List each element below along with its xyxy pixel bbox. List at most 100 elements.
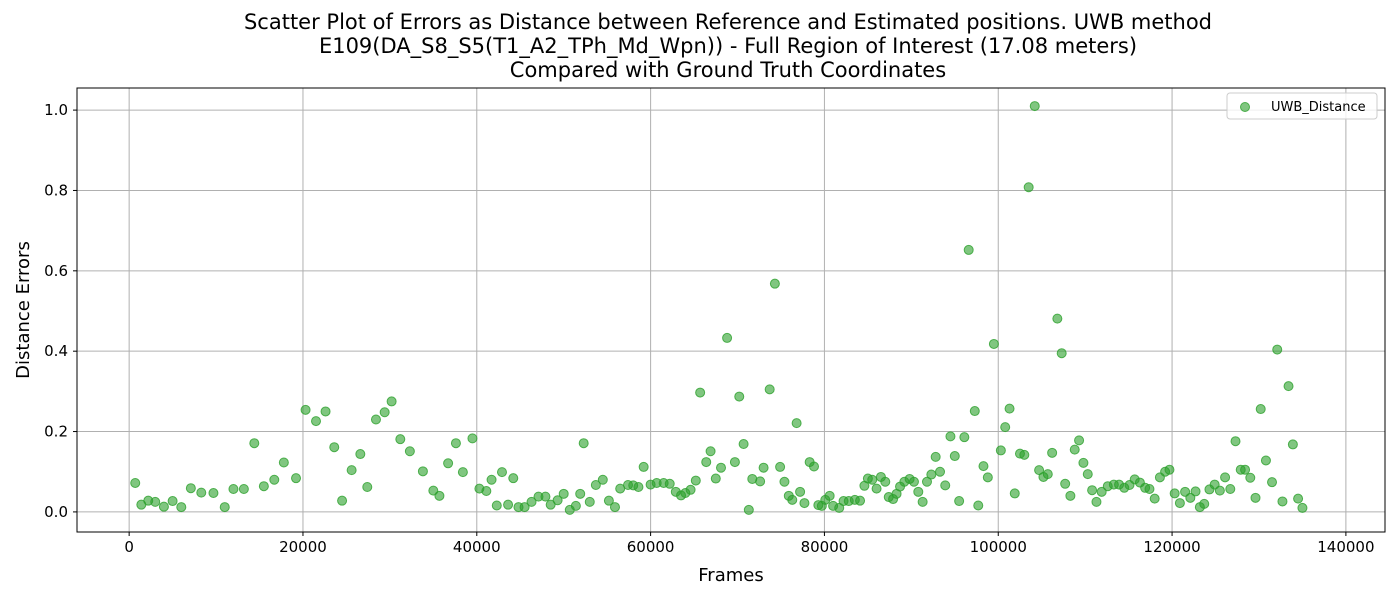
data-point [609,502,620,513]
data-point [386,396,397,407]
data-point [1214,485,1225,496]
data-point [176,502,187,513]
data-point [597,474,608,485]
data-point [346,465,357,476]
data-point [1230,436,1241,447]
data-point [795,486,806,497]
data-point [291,473,302,484]
data-point [545,499,556,510]
data-point [690,475,701,486]
data-point [508,473,519,484]
data-point [871,483,882,494]
data-point [1009,488,1020,499]
data-point [978,461,989,472]
data-point [1047,447,1058,458]
x-axis-label: Frames [698,565,763,586]
x-tick-label: 120000 [1143,538,1200,556]
data-point [1287,439,1298,450]
data-point [705,446,716,457]
data-point [443,458,454,469]
data-point [434,490,445,501]
data-point [908,476,919,487]
data-point [491,500,502,511]
y-tick-label: 0.0 [44,503,68,521]
data-point [935,466,946,477]
data-point [926,469,937,480]
data-point [664,478,675,489]
chart-title-line-1: Scatter Plot of Errors as Distance betwe… [243,10,1213,34]
data-point [716,462,727,473]
data-point [940,480,951,491]
data-point [496,467,507,478]
data-point [973,500,984,511]
data-point [1065,490,1076,501]
data-point [457,467,468,478]
data-point [1144,484,1155,495]
data-point [729,457,740,468]
legend-label: UWB_Distance [1271,100,1366,115]
data-point [758,462,769,473]
data-point [799,498,810,509]
legend-box [1226,92,1378,120]
data-point [1060,478,1071,489]
data-point [1052,313,1063,324]
y-axis-label: Distance Errors [13,241,34,379]
data-point [701,457,712,468]
data-point [738,439,749,450]
data-point [969,406,980,417]
data-point [1091,496,1102,507]
data-point [1185,492,1196,503]
data-point [1297,502,1308,513]
data-point [1190,486,1201,497]
data-point [196,487,207,498]
data-point [743,504,754,515]
data-point [575,488,586,499]
chart-title-line-2: E109(DA_S8_S5(T1_A2_TPh_Md_Wpn)) - Full … [318,34,1138,58]
data-point [913,486,924,497]
data-point [963,244,974,255]
x-tick-label: 20000 [279,538,327,556]
data-point [1169,488,1180,499]
data-point [791,418,802,429]
y-tick-label: 1.0 [44,101,68,119]
data-point [1293,493,1304,504]
data-point [337,495,348,506]
data-point [982,472,993,483]
x-tick-label: 140000 [1317,538,1374,556]
data-point [695,387,706,398]
data-point [1149,493,1160,504]
data-point [1042,469,1053,480]
data-point [930,451,941,462]
data-point [1004,403,1015,414]
data-point [1087,485,1098,496]
data-point [1019,449,1030,460]
chart-title-line-3: Compared with Ground Truth Coordinates [509,58,947,82]
data-point [867,474,878,485]
data-point [150,496,161,507]
data-point [755,476,766,487]
data-point [633,481,644,492]
data-point [219,502,230,513]
data-point [995,445,1006,456]
data-point [1078,457,1089,468]
data-point [167,496,178,507]
data-point [329,442,340,453]
data-point [775,461,786,472]
data-point [949,451,960,462]
data-point [417,466,428,477]
data-point [1082,469,1093,480]
data-point [1000,422,1011,433]
data-point [578,438,589,449]
data-point [404,446,415,457]
data-point [208,488,219,499]
data-point [370,414,381,425]
data-point [880,476,891,487]
data-point [1260,455,1271,466]
data-point [734,391,745,402]
data-point [824,490,835,501]
legend: UWB_Distance [1226,92,1378,120]
y-tick-label: 0.2 [44,423,68,441]
data-point [1069,444,1080,455]
data-point [1250,492,1261,503]
data-point [1074,435,1085,446]
